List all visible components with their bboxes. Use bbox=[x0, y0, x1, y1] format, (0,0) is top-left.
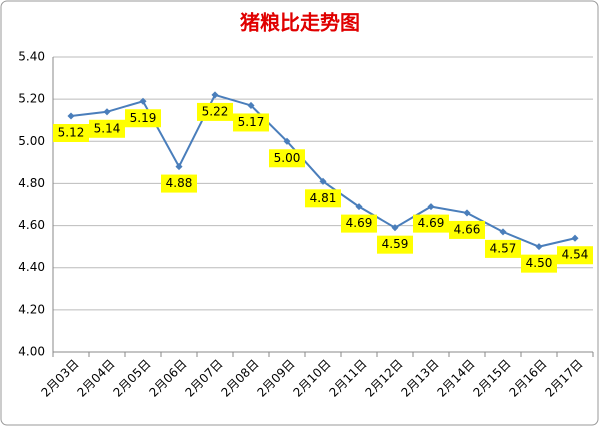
data-label-box bbox=[449, 220, 485, 239]
data-label: 4.50 bbox=[526, 256, 553, 270]
y-tick-label: 5.00 bbox=[18, 134, 45, 148]
y-tick-label: 4.00 bbox=[18, 345, 45, 359]
data-label-box bbox=[89, 119, 125, 138]
chart-title: 猪粮比走势图 bbox=[240, 11, 360, 35]
point bbox=[355, 203, 363, 211]
data-label-box bbox=[341, 214, 377, 233]
point bbox=[211, 91, 219, 99]
data-label-box bbox=[413, 214, 449, 233]
data-label: 5.22 bbox=[202, 104, 229, 118]
data-label: 4.69 bbox=[418, 216, 445, 230]
data-label: 4.88 bbox=[166, 176, 193, 190]
point bbox=[67, 112, 75, 120]
data-label: 4.69 bbox=[346, 216, 373, 230]
data-label-box bbox=[161, 174, 197, 193]
data-label: 4.57 bbox=[490, 241, 517, 255]
y-tick-label: 5.20 bbox=[18, 92, 45, 106]
y-tick-label: 4.60 bbox=[18, 218, 45, 232]
data-label: 4.54 bbox=[562, 248, 589, 262]
point bbox=[319, 177, 327, 185]
data-label: 5.17 bbox=[238, 115, 265, 129]
data-label: 5.19 bbox=[130, 111, 157, 125]
y-tick-label: 4.20 bbox=[18, 302, 45, 316]
point bbox=[499, 228, 507, 236]
data-label: 4.66 bbox=[454, 222, 481, 236]
data-label: 5.14 bbox=[94, 121, 121, 135]
point bbox=[175, 163, 183, 171]
data-label-box bbox=[53, 124, 89, 142]
data-label: 4.81 bbox=[310, 191, 337, 205]
data-label-box bbox=[485, 239, 521, 258]
point bbox=[391, 224, 399, 232]
point bbox=[139, 97, 147, 105]
data-label-box bbox=[233, 113, 269, 132]
point bbox=[571, 234, 579, 242]
data-label-box bbox=[125, 109, 161, 128]
point bbox=[103, 108, 111, 116]
point bbox=[463, 209, 471, 217]
data-label: 4.59 bbox=[382, 237, 409, 251]
data-label: 5.12 bbox=[58, 126, 85, 140]
data-label-box bbox=[305, 189, 341, 208]
data-label-box bbox=[197, 102, 233, 121]
data-label-box bbox=[377, 235, 413, 254]
point bbox=[427, 203, 435, 211]
point bbox=[247, 101, 255, 109]
point bbox=[283, 137, 291, 145]
data-label: 5.00 bbox=[274, 151, 301, 165]
point bbox=[535, 243, 543, 251]
y-tick-label: 5.40 bbox=[18, 50, 45, 64]
y-tick-label: 4.80 bbox=[18, 176, 45, 190]
data-label-box bbox=[269, 149, 305, 168]
y-tick-label: 4.40 bbox=[18, 260, 45, 274]
data-label-box bbox=[521, 254, 557, 273]
data-label-box bbox=[557, 246, 593, 265]
